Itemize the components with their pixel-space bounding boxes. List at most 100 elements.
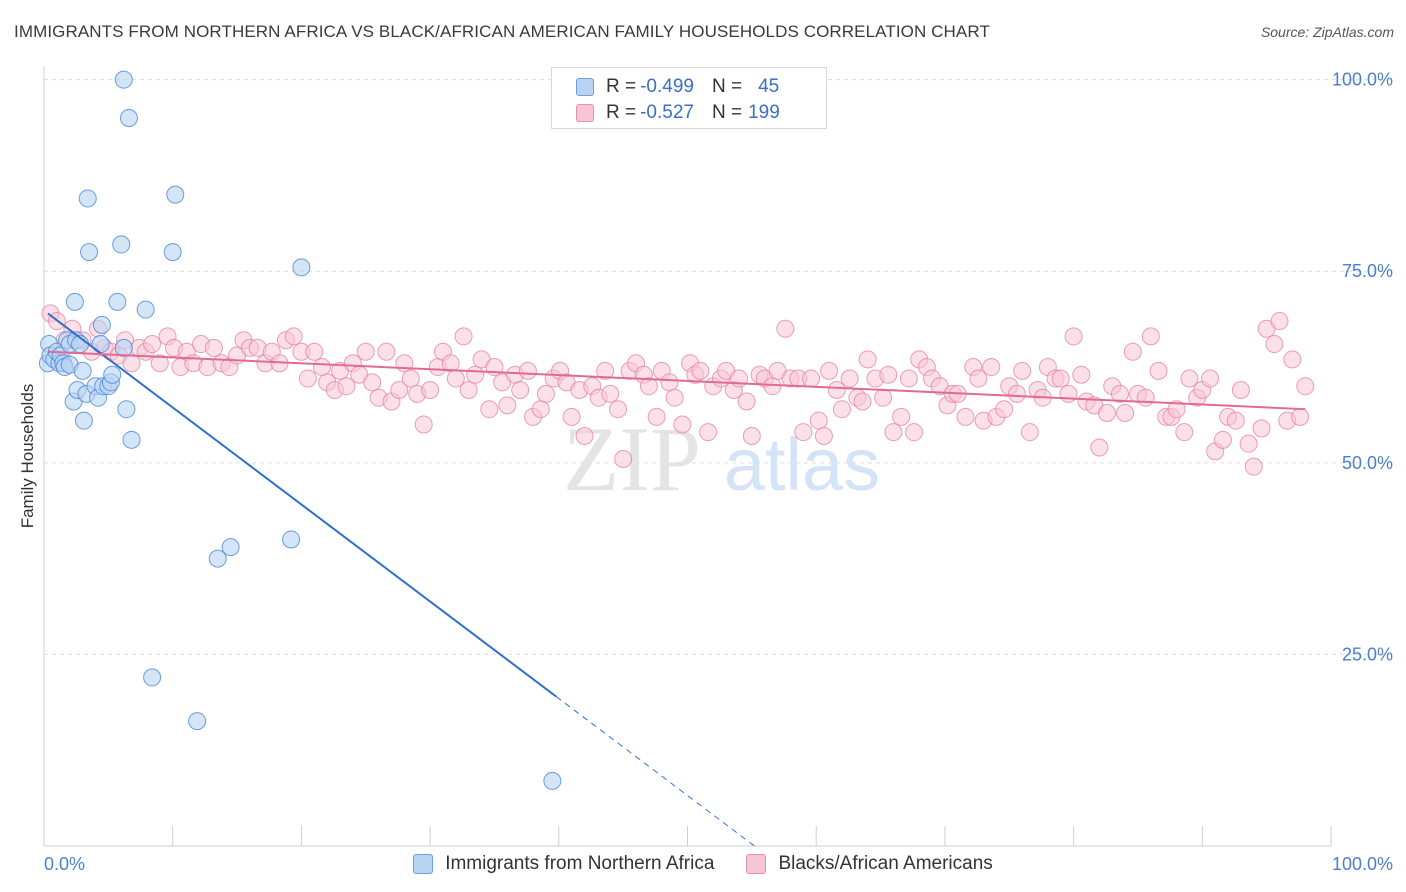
legend-item-pink: Blacks/African Americans — [746, 853, 993, 875]
data-point-pink — [1244, 457, 1263, 476]
data-point-pink — [665, 388, 684, 407]
data-point-pink — [150, 354, 169, 373]
data-point-pink — [1265, 335, 1284, 354]
data-point-pink — [1226, 411, 1245, 430]
y-tick-label: 100.0% — [1332, 70, 1393, 90]
data-point-pink — [305, 342, 324, 361]
data-point-pink — [794, 423, 813, 442]
n-label: N = — [711, 76, 743, 97]
data-point-blue — [543, 771, 562, 790]
r-label: R = — [606, 76, 637, 97]
data-point-pink — [1252, 419, 1271, 438]
n-label: N = — [711, 102, 743, 123]
zipatlas-watermark: ZIP atlas — [563, 408, 880, 510]
data-point-blue — [80, 243, 99, 262]
data-point-pink — [1175, 423, 1194, 442]
data-point-pink — [995, 400, 1014, 419]
data-point-pink — [536, 384, 555, 403]
source-label: Source: ZipAtlas.com — [1260, 24, 1394, 40]
stats-row-pink: R = -0.527 N = 199 — [576, 101, 780, 125]
legend-label-pink: Blacks/African Americans — [778, 853, 993, 874]
swatch-pink — [576, 104, 594, 122]
data-point-pink — [691, 361, 710, 380]
data-point-pink — [1123, 342, 1142, 361]
data-point-blue — [108, 292, 127, 311]
data-point-blue — [112, 235, 131, 254]
data-point-pink — [511, 381, 530, 400]
legend: Immigrants from Northern Africa Blacks/A… — [0, 852, 1406, 876]
data-point-pink — [1059, 384, 1078, 403]
data-point-pink — [1064, 327, 1083, 346]
r-value: -0.527 — [640, 102, 694, 123]
data-point-pink — [518, 361, 537, 380]
chart-title: IMMIGRANTS FROM NORTHERN AFRICA VS BLACK… — [14, 22, 990, 41]
data-point-pink — [480, 400, 499, 419]
data-point-pink — [284, 327, 303, 346]
stats-row-blue: R = -0.499 N = 45 — [576, 75, 779, 99]
data-point-pink — [562, 407, 581, 426]
data-point-pink — [1090, 438, 1109, 457]
y-tick-label: 25.0% — [1342, 644, 1393, 664]
data-point-pink — [312, 358, 331, 377]
y-axis-title: Family Households — [18, 383, 37, 529]
data-point-pink — [905, 423, 924, 442]
data-point-blue — [114, 338, 133, 357]
trendline-blue-extension — [555, 696, 759, 850]
data-point-pink — [1136, 388, 1155, 407]
data-point-pink — [601, 384, 620, 403]
data-point-pink — [454, 327, 473, 346]
data-point-pink — [609, 400, 628, 419]
data-point-pink — [421, 381, 440, 400]
trendlines — [47, 312, 1306, 850]
data-point-blue — [91, 335, 110, 354]
data-point-blue — [92, 315, 111, 334]
axes — [43, 66, 1332, 847]
y-tick-label: 50.0% — [1342, 453, 1393, 473]
data-point-blue — [119, 108, 138, 127]
data-point-pink — [363, 373, 382, 392]
data-point-pink — [1167, 400, 1186, 419]
data-point-pink — [840, 369, 859, 388]
data-point-pink — [143, 335, 162, 354]
data-point-pink — [1141, 327, 1160, 346]
data-point-pink — [827, 381, 846, 400]
data-point-pink — [337, 377, 356, 396]
data-point-pink — [1291, 407, 1310, 426]
data-point-pink — [1098, 404, 1117, 423]
data-point-pink — [1213, 430, 1232, 449]
data-point-pink — [1007, 384, 1026, 403]
data-point-blue — [292, 258, 311, 277]
data-point-blue — [78, 189, 97, 208]
x-tick-label: 100.0% — [1332, 854, 1393, 874]
data-point-pink — [1013, 361, 1032, 380]
data-point-pink — [390, 381, 409, 400]
data-point-pink — [1116, 404, 1135, 423]
data-point-blue — [73, 361, 92, 380]
data-point-blue — [74, 411, 93, 430]
data-point-pink — [596, 361, 615, 380]
data-point-pink — [1110, 384, 1129, 403]
data-point-pink — [1283, 350, 1302, 369]
data-point-pink — [498, 396, 517, 415]
data-point-blue — [136, 300, 155, 319]
data-point-pink — [414, 415, 433, 434]
legend-swatch-blue — [413, 854, 434, 874]
n-value: 199 — [748, 102, 780, 123]
data-point-pink — [639, 377, 658, 396]
data-point-pink — [1051, 369, 1070, 388]
data-point-pink — [820, 361, 839, 380]
swatch-blue — [576, 78, 594, 96]
data-point-pink — [776, 319, 795, 338]
legend-item-blue: Immigrants from Northern Africa — [413, 853, 714, 875]
x-tick-label: 0.0% — [44, 854, 85, 874]
data-point-pink — [1296, 377, 1315, 396]
data-point-pink — [982, 358, 1001, 377]
data-point-blue — [114, 70, 133, 89]
data-point-pink — [1201, 369, 1220, 388]
data-point-blue — [103, 365, 122, 384]
data-point-blue — [117, 400, 136, 419]
data-point-pink — [737, 392, 756, 411]
data-point-pink — [853, 392, 872, 411]
data-point-pink — [1239, 434, 1258, 453]
